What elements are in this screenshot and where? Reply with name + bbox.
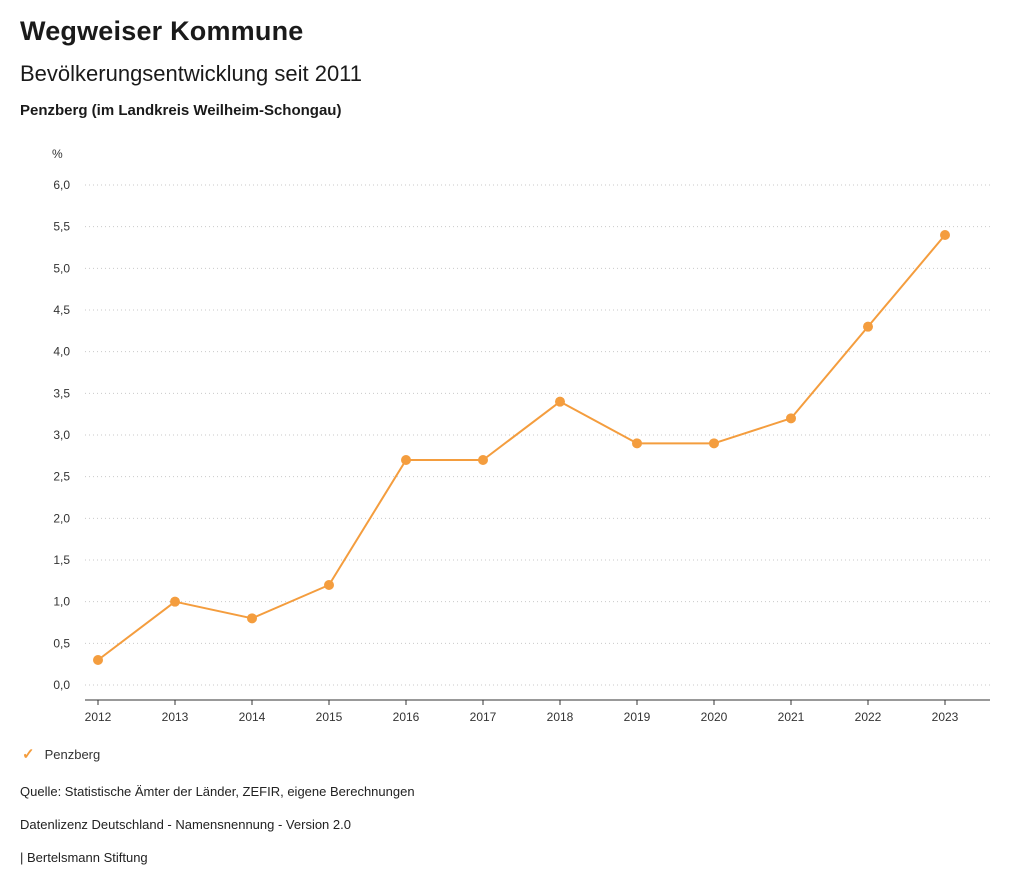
y-axis-unit-label: % [52,147,63,161]
data-point[interactable] [478,455,488,465]
data-point[interactable] [863,321,873,332]
data-point[interactable] [93,655,103,665]
source-text: Quelle: Statistische Ämter der Länder, Z… [20,784,415,799]
y-tick-label: 5,5 [53,220,70,234]
chart-header: Wegweiser Kommune Bevölkerungsentwicklun… [20,16,362,119]
x-tick-label: 2014 [239,710,266,724]
legend-item-penzberg[interactable]: ✓ Penzberg [22,745,100,763]
x-tick-label: 2013 [162,710,189,724]
chart-title: Bevölkerungsentwicklung seit 2011 [20,61,363,86]
legend-label: Penzberg [44,746,101,762]
chart-footer: Quelle: Statistische Ämter der Länder, Z… [20,784,415,883]
x-tick-label: 2020 [701,710,728,724]
y-tick-label: 2,0 [53,511,70,525]
y-tick-label: 3,0 [53,428,70,442]
data-point[interactable] [940,230,950,240]
y-tick-label: 1,0 [53,595,70,609]
y-tick-label: 0,5 [53,636,70,650]
x-tick-label: 2022 [855,710,882,724]
y-tick-label: 6,0 [53,178,70,192]
data-point[interactable] [632,438,642,449]
y-tick-label: 3,5 [53,386,70,400]
data-point[interactable] [324,580,334,590]
x-tick-label: 2018 [547,710,574,724]
chart-location-subtitle: Penzberg (im Landkreis Weilheim-Schongau… [20,102,342,119]
attribution-text: | Bertelsmann Stiftung [20,850,148,865]
data-point[interactable] [786,413,796,424]
license-text: Datenlizenz Deutschland - Namensnennung … [20,817,351,832]
x-tick-label: 2012 [85,710,112,724]
x-tick-label: 2017 [470,710,497,724]
data-point[interactable] [247,613,257,624]
population-development-line-chart: % 0,0 0,5 1,0 1,5 2,0 2,5 3,0 3,5 4,0 4,5 5,0 5,5 6,0… [52,147,990,724]
y-tick-label: 4,0 [53,345,70,359]
y-tick-label: 5,0 [53,261,70,275]
x-tick-label: 2023 [932,710,959,724]
y-tick-label: 0,0 [53,678,70,692]
y-tick-label: 4,5 [53,303,70,317]
x-tick-label: 2019 [624,710,651,724]
y-tick-label: 2,5 [53,470,70,484]
data-point[interactable] [555,396,565,407]
x-tick-label: 2016 [393,710,420,724]
y-tick-label: 1,5 [53,553,70,567]
app-title: Wegweiser Kommune [20,16,304,46]
legend-check-icon: ✓ [22,746,35,763]
x-tick-label: 2021 [778,710,805,724]
x-tick-label: 2015 [316,710,343,724]
series-line-penzberg [97,234,946,661]
data-point[interactable] [170,596,180,607]
data-point[interactable] [401,455,411,465]
data-point[interactable] [709,438,719,449]
